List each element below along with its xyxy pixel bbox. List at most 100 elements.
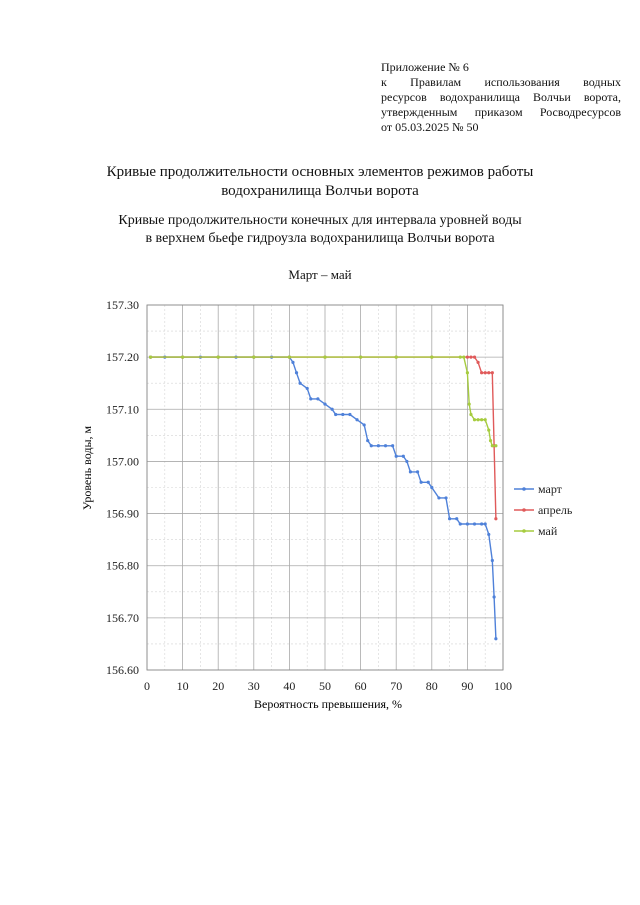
sub-title-line: Кривые продолжительности конечных для ин… <box>118 213 522 228</box>
x-tick-label: 10 <box>177 679 189 693</box>
period-label: Март – май <box>288 267 352 282</box>
x-tick-label: 80 <box>426 679 438 693</box>
y-tick-label: 157.10 <box>106 402 139 416</box>
data-point <box>490 444 494 448</box>
data-point <box>455 517 459 521</box>
data-point <box>494 637 498 641</box>
data-point <box>216 355 220 359</box>
data-point <box>476 360 480 364</box>
legend-layer: март апрель май <box>514 482 573 538</box>
data-point <box>415 470 420 474</box>
series-line-март <box>150 356 497 639</box>
data-point <box>469 412 473 417</box>
x-tick-label: 90 <box>461 679 473 693</box>
data-point <box>472 522 477 526</box>
legend-label: март <box>538 482 563 496</box>
data-point <box>462 355 466 359</box>
data-point <box>366 438 370 443</box>
data-point <box>480 418 484 422</box>
y-tick-label: 157.00 <box>106 454 139 468</box>
data-point <box>391 444 395 448</box>
main-title-line: водохранилища Волчьи ворота <box>221 183 419 199</box>
data-point <box>458 522 462 526</box>
data-point <box>408 470 413 474</box>
y-tick-label: 157.30 <box>106 298 139 312</box>
data-point <box>348 412 352 417</box>
data-point <box>488 438 493 443</box>
data-point <box>494 517 498 521</box>
data-point <box>483 418 487 422</box>
y-tick-label: 157.20 <box>106 350 139 364</box>
appendix-line: от 05.03.2025 № 50 <box>381 120 479 134</box>
y-tick-label: 156.70 <box>106 611 139 625</box>
data-point <box>316 397 320 401</box>
data-point <box>362 423 366 427</box>
x-tick-label: 20 <box>212 679 224 693</box>
x-tick-label: 60 <box>355 679 367 693</box>
data-point <box>383 444 388 448</box>
data-point <box>472 355 477 359</box>
series-line-апрель <box>150 356 497 519</box>
data-point <box>291 360 295 364</box>
data-point <box>359 355 363 359</box>
plot-frame <box>146 304 504 671</box>
x-tick-label: 100 <box>494 679 512 693</box>
data-point <box>444 496 448 500</box>
data-point <box>287 355 291 359</box>
main-title-line: Кривые продолжительности основных элемен… <box>106 164 534 180</box>
x-tick-label: 70 <box>390 679 402 693</box>
data-point <box>490 371 494 375</box>
data-point <box>487 371 491 375</box>
data-point <box>405 459 409 464</box>
data-point <box>341 412 345 417</box>
data-point <box>483 371 487 375</box>
data-point <box>487 428 491 432</box>
legend-marker <box>522 529 526 533</box>
data-point <box>490 558 494 563</box>
x-tick-label: 50 <box>319 679 331 693</box>
series-layer <box>148 355 498 641</box>
x-tick-label: 0 <box>144 679 150 693</box>
data-point <box>469 355 473 359</box>
x-tick-label: 30 <box>248 679 260 693</box>
data-point <box>355 418 359 422</box>
data-point <box>309 397 313 401</box>
data-point <box>483 522 487 526</box>
data-point <box>480 522 484 526</box>
data-point <box>487 532 491 537</box>
data-point <box>465 371 469 375</box>
data-point <box>334 412 338 417</box>
y-tick-label: 156.60 <box>106 663 139 677</box>
data-point <box>305 386 309 391</box>
data-point <box>252 355 256 359</box>
data-point <box>476 418 480 422</box>
data-point <box>480 371 484 375</box>
data-point <box>448 517 452 521</box>
data-point <box>467 402 471 406</box>
data-point <box>294 371 299 375</box>
appendix-line: ресурсов водохранилища Волчьи ворота, <box>381 90 621 104</box>
y-tick-label: 156.90 <box>106 507 139 521</box>
legend-label: апрель <box>538 503 573 517</box>
appendix-number: Приложение № 6 <box>381 60 469 74</box>
data-point <box>437 496 441 500</box>
data-point <box>369 444 373 448</box>
data-point <box>181 355 185 359</box>
legend-label: май <box>538 524 558 538</box>
legend-marker <box>522 508 526 512</box>
data-point <box>376 444 380 448</box>
data-point <box>472 418 477 422</box>
level-duration-chart: 0 10 20 30 40 50 60 70 80 90 100 156.60 156.70 156.80… <box>80 298 573 711</box>
x-axis-label: Вероятность превышения, % <box>254 697 402 711</box>
sub-title-line: в верхнем бьефе гидроузла водохранилища … <box>145 231 495 246</box>
data-point <box>419 480 423 484</box>
legend-marker <box>522 487 526 491</box>
appendix-line: утвержденным приказом Росводресурсов <box>381 105 621 119</box>
x-tick-label: 40 <box>283 679 295 693</box>
data-point <box>401 454 405 458</box>
data-point <box>492 595 496 599</box>
main-title: Кривые продолжительности основных элемен… <box>0 163 640 201</box>
data-point <box>494 444 498 448</box>
series-line-май <box>150 356 496 447</box>
data-point <box>394 355 398 359</box>
